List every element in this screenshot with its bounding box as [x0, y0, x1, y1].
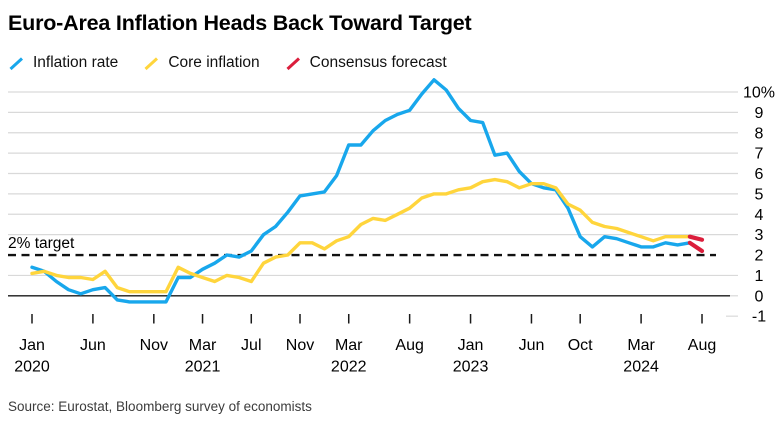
svg-text:8: 8: [755, 125, 764, 142]
legend-label: Consensus forecast: [309, 54, 447, 71]
svg-text:7: 7: [755, 146, 764, 163]
legend-label: Inflation rate: [33, 54, 119, 71]
svg-text:10%: 10%: [743, 85, 775, 102]
svg-text:2023: 2023: [453, 359, 489, 376]
chart-legend: Inflation rate Core inflation Consensus fo…: [8, 54, 447, 72]
svg-text:Aug: Aug: [395, 337, 423, 354]
svg-text:2021: 2021: [185, 359, 221, 376]
svg-text:2020: 2020: [14, 359, 50, 376]
svg-text:Oct: Oct: [568, 337, 593, 354]
svg-text:Nov: Nov: [140, 337, 168, 354]
svg-text:Jun: Jun: [519, 337, 545, 354]
svg-text:Jan: Jan: [458, 337, 484, 354]
svg-text:2022: 2022: [331, 359, 367, 376]
svg-text:5: 5: [755, 186, 764, 203]
svg-text:Mar: Mar: [627, 337, 655, 354]
svg-text:Jan: Jan: [19, 337, 45, 354]
legend-item-2: Consensus forecast: [285, 54, 447, 72]
legend-slash-icon: [144, 56, 159, 70]
source-note: Source: Eurostat, Bloomberg survey of ec…: [8, 399, 312, 414]
legend-slash-icon: [286, 56, 300, 70]
svg-text:4: 4: [755, 207, 764, 224]
svg-text:3: 3: [755, 227, 764, 244]
svg-text:Jun: Jun: [80, 337, 106, 354]
svg-text:Mar: Mar: [335, 337, 363, 354]
svg-text:9: 9: [755, 105, 764, 122]
svg-text:2024: 2024: [623, 359, 659, 376]
target-line-label: 2% target: [8, 235, 75, 252]
chart-title: Euro-Area Inflation Heads Back Toward Ta…: [8, 11, 472, 35]
legend-item-1: Core inflation: [143, 54, 260, 72]
svg-text:1: 1: [755, 268, 764, 285]
legend-slash-icon: [9, 56, 24, 70]
svg-text:0: 0: [755, 288, 764, 305]
svg-text:Aug: Aug: [688, 337, 716, 354]
svg-text:-1: -1: [752, 309, 766, 326]
svg-text:Mar: Mar: [189, 337, 217, 354]
svg-text:Nov: Nov: [286, 337, 314, 354]
svg-text:Jul: Jul: [241, 337, 261, 354]
legend-label: Core inflation: [168, 54, 260, 71]
legend-item-0: Inflation rate: [8, 54, 118, 72]
svg-text:6: 6: [755, 166, 764, 183]
svg-text:2: 2: [755, 248, 764, 265]
